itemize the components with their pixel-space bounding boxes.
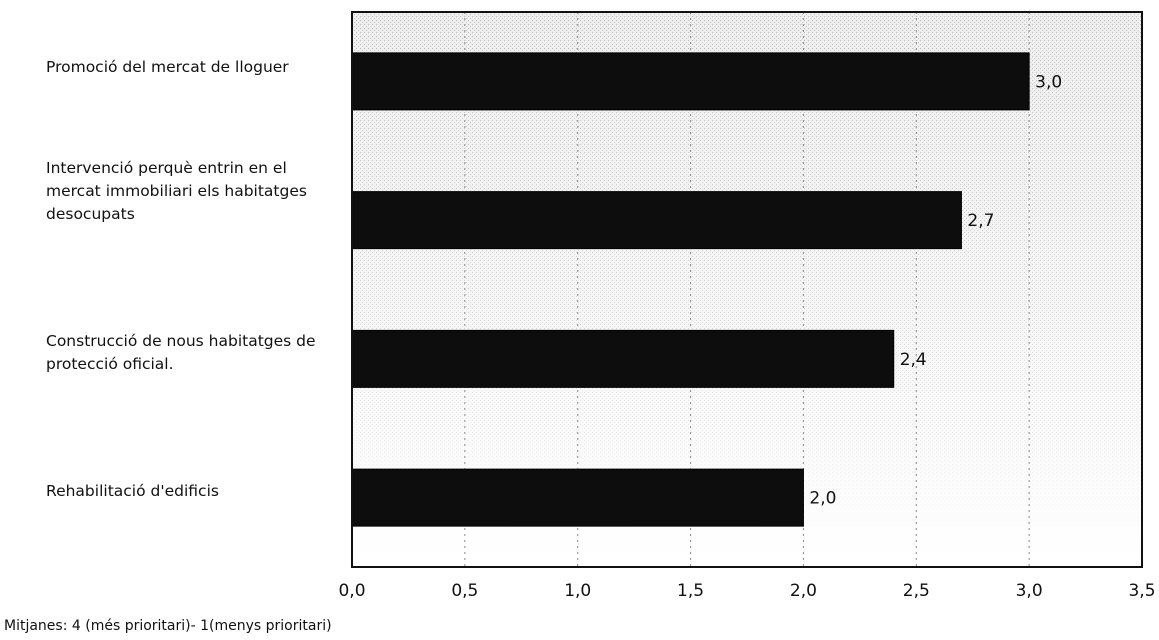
x-tick-label-0: 0,0 [338,581,365,601]
category-label-2: Intervenció perquè entrin en el mercat i… [46,159,307,223]
footnote: Mitjanes: 4 (més prioritari)- 1(menys pr… [4,618,332,634]
plot-frame [351,11,1143,568]
x-tick-label-7: 3,5 [1128,581,1155,601]
x-tick-label-6: 3,0 [1016,581,1043,601]
value-label-1: 3,0 [1035,72,1062,92]
value-label-3: 2,4 [900,350,927,370]
x-tick-label-1: 0,5 [451,581,478,601]
value-label-4: 2,0 [809,489,836,509]
bars [351,52,1030,527]
x-tick-label-3: 1,5 [677,581,704,601]
x-tick-label-2: 1,0 [564,581,591,601]
bar-1 [351,52,1030,111]
category-label-1: Promoció del mercat de lloguer [46,58,289,76]
category-label-3: Construcció de nous habitatges de protec… [46,332,316,373]
x-tick-labels: 0,0 0,5 1,0 1,5 2,0 2,5 3,0 3,5 [338,581,1155,601]
bar-2 [351,191,962,250]
x-tick-label-4: 2,0 [790,581,817,601]
category-label-4: Rehabilitació d'edificis [46,482,219,500]
x-tick-label-5: 2,5 [903,581,930,601]
value-label-2: 2,7 [967,211,994,231]
bar-4 [351,468,804,527]
value-labels: 3,0 2,7 2,4 2,0 [809,72,1062,508]
bar-3 [351,329,895,388]
